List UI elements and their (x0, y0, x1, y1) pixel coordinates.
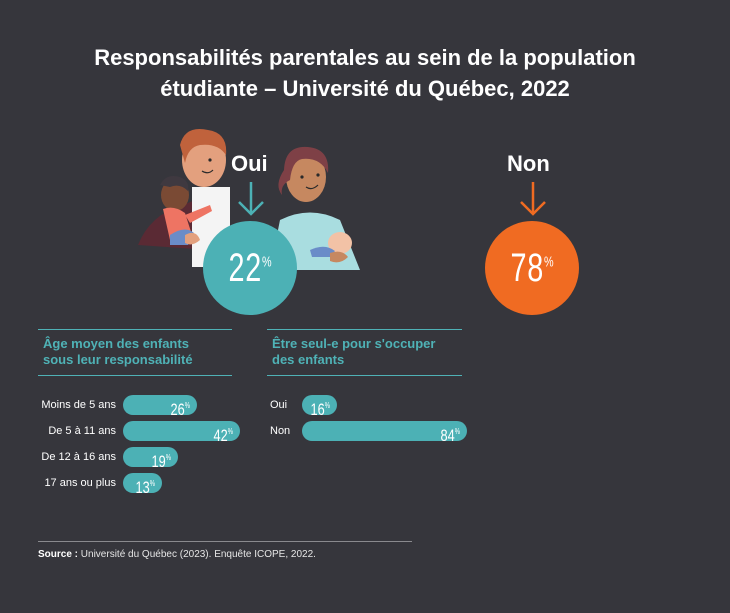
bar-value-label: 42% (213, 426, 234, 445)
parents-illustration (138, 129, 360, 270)
bar: 19% (123, 447, 179, 471)
bar: 42% (123, 421, 241, 445)
baby-figure (310, 232, 352, 263)
bar-value-label: 13% (135, 478, 156, 497)
bar: 26% (123, 395, 198, 419)
arrow-down-icon (238, 182, 264, 216)
title-line-1: Responsabilités parentales au sein de la… (94, 45, 636, 70)
bar: 84% (302, 421, 468, 445)
title-line-2: étudiante – Université du Québec, 2022 (160, 76, 570, 101)
bar-label: Non (270, 425, 291, 437)
bar-label: Oui (270, 399, 288, 411)
bar-value-label: 19% (151, 452, 172, 471)
bar-label: De 5 à 11 ans (48, 425, 116, 437)
divider (38, 329, 232, 330)
bar-value-label: 16% (310, 400, 330, 419)
non-label: Non (507, 151, 550, 176)
divider (38, 375, 232, 376)
page-title: Responsabilités parentales au sein de la… (0, 42, 730, 104)
bar-value-label: 26% (170, 400, 191, 419)
oui-label: Oui (231, 151, 268, 176)
bar-value-label: 84% (440, 426, 461, 445)
non-circle: 78% (485, 221, 579, 315)
oui-circle: 22% (203, 221, 297, 315)
arrow-down-icon (520, 182, 546, 216)
oui-value: 22% (228, 245, 272, 290)
bar: 13% (123, 473, 163, 497)
child-figure (160, 176, 212, 245)
right-section-title: Être seul-e pour s'occuper des enfants (272, 336, 436, 367)
source-note: Source : Université du Québec (2023). En… (38, 549, 316, 560)
bar-label: Moins de 5 ans (41, 399, 116, 411)
divider (267, 375, 462, 376)
divider (267, 329, 462, 330)
divider (38, 541, 412, 542)
bar: 16% (302, 395, 337, 419)
bar-label: 17 ans ou plus (44, 477, 116, 489)
non-value: 78% (510, 245, 554, 290)
bar-label: De 12 à 16 ans (41, 451, 116, 463)
left-section-title: Âge moyen des enfants sous leur responsa… (43, 336, 193, 367)
